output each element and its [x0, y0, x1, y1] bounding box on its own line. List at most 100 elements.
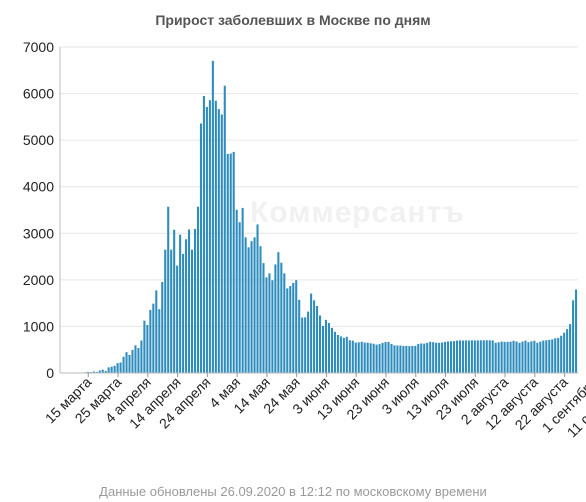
bar: [125, 352, 128, 373]
bar: [152, 303, 155, 373]
bar: [503, 341, 506, 373]
bar: [417, 343, 420, 373]
bar: [321, 326, 325, 373]
bar: [432, 342, 435, 373]
bar: [95, 371, 98, 373]
bar: [351, 340, 354, 373]
bar: [155, 290, 158, 373]
bar: [548, 339, 551, 373]
bar: [134, 345, 137, 373]
bar: [205, 106, 208, 373]
bar: [458, 340, 461, 373]
bar: [363, 342, 366, 373]
update-note: Данные обновлены 26.09.2020 в 12:12 по м…: [99, 484, 487, 499]
bar: [512, 340, 515, 373]
bar: [235, 209, 238, 373]
bar: [536, 342, 539, 373]
bar: [185, 239, 188, 373]
bar: [128, 354, 131, 373]
bar: [232, 151, 235, 373]
bar: [444, 341, 447, 373]
bar: [339, 336, 342, 373]
bar: [476, 340, 479, 373]
bar: [461, 340, 464, 373]
bar: [101, 369, 104, 373]
bar: [494, 342, 497, 373]
bar: [402, 345, 405, 373]
bar: [131, 349, 134, 373]
bar: [488, 340, 491, 373]
bar: [545, 340, 548, 373]
watermark: Коммерсантъ: [250, 196, 466, 229]
bar: [176, 265, 179, 373]
bar: [390, 343, 393, 373]
bar: [304, 317, 307, 373]
bar: [381, 342, 384, 373]
bar: [188, 229, 191, 373]
bar: [307, 311, 310, 373]
bar: [220, 114, 223, 373]
bar: [515, 341, 518, 373]
bar: [449, 341, 453, 373]
bar: [229, 153, 232, 373]
bar: [217, 109, 220, 373]
bar: [301, 317, 304, 373]
bar-chart: 0 1000 2000 3000 4000 5000 6000 7000 15 марта25…: [23, 39, 586, 440]
bar: [292, 282, 295, 373]
bar: [563, 332, 566, 373]
y-tick-label: 1000: [23, 318, 54, 334]
bar: [324, 319, 328, 373]
bar: [289, 286, 292, 373]
bar: [485, 340, 488, 373]
bar: [333, 331, 336, 373]
bar: [542, 340, 545, 373]
bar: [452, 341, 456, 373]
bar: [539, 341, 542, 373]
bar: [170, 249, 173, 373]
bar: [274, 264, 277, 373]
bar: [524, 340, 527, 373]
y-axis: 0 1000 2000 3000 4000 5000 6000 7000: [23, 39, 61, 381]
bar: [119, 362, 122, 373]
bar: [408, 346, 411, 373]
bar: [423, 343, 426, 373]
bar: [554, 338, 557, 373]
bars: [60, 60, 578, 374]
y-tick-label: 0: [46, 365, 54, 381]
y-tick-label: 5000: [23, 132, 54, 148]
bar: [551, 339, 554, 373]
bar: [319, 315, 322, 373]
bar: [447, 341, 450, 373]
bar: [92, 371, 95, 373]
bar: [313, 300, 316, 373]
bar: [372, 343, 375, 373]
bar: [378, 344, 381, 373]
bar: [268, 273, 271, 373]
bar: [86, 371, 89, 373]
bar: [455, 340, 459, 373]
bar: [575, 289, 578, 373]
bar: [193, 228, 197, 373]
bar: [164, 249, 167, 373]
bar: [208, 100, 211, 374]
bar: [149, 309, 152, 373]
bar: [173, 229, 176, 373]
bar: [116, 363, 119, 373]
bar: [179, 234, 182, 373]
bar: [518, 342, 521, 373]
bar: [265, 277, 268, 373]
bar: [122, 356, 125, 373]
bar: [107, 367, 110, 373]
bar: [360, 341, 363, 373]
bar: [250, 241, 253, 373]
bar: [140, 340, 143, 373]
y-tick-label: 2000: [23, 272, 54, 288]
bar: [357, 342, 360, 373]
bar: [569, 324, 572, 373]
bar: [467, 340, 470, 373]
bar: [530, 341, 533, 373]
bar: [226, 153, 229, 373]
y-tick-label: 3000: [23, 225, 54, 241]
bar: [253, 237, 256, 373]
bar: [137, 348, 140, 373]
